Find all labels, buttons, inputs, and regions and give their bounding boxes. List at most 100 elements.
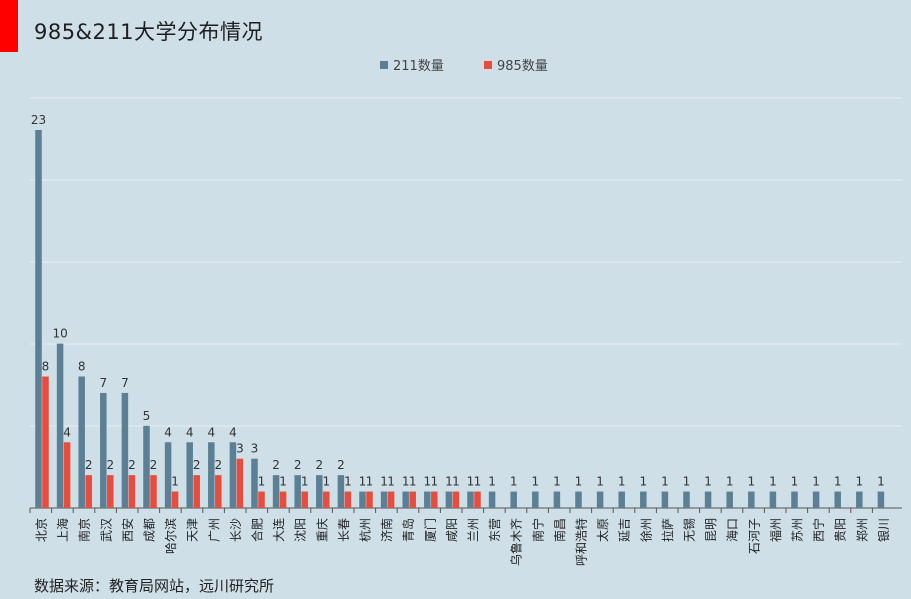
bar-211 xyxy=(337,475,345,508)
x-tick-label: 南宁 xyxy=(530,518,545,542)
data-label-985: 2 xyxy=(85,458,93,472)
data-label-211: 4 xyxy=(229,425,237,439)
bar-211 xyxy=(445,491,453,508)
bar-211 xyxy=(402,491,409,508)
data-label-211: 1 xyxy=(467,475,475,489)
bar-211 xyxy=(488,491,496,508)
bar-985 xyxy=(85,475,92,508)
x-tick-label: 重庆 xyxy=(315,518,329,542)
bar-211 xyxy=(229,442,237,508)
data-label-211: 3 xyxy=(251,442,259,456)
data-label-211: 1 xyxy=(618,475,626,489)
data-label-211: 1 xyxy=(510,475,518,489)
x-tick-label: 南昌 xyxy=(552,518,567,542)
data-label-211: 7 xyxy=(121,376,129,390)
data-label-985: 1 xyxy=(322,475,330,489)
x-tick-label: 郑州 xyxy=(854,518,869,542)
data-label-211: 1 xyxy=(575,475,583,489)
legend-item-211: 211数量 xyxy=(380,55,444,74)
data-label-211: 1 xyxy=(769,475,777,489)
x-tick-label: 武汉 xyxy=(99,518,113,542)
bar-985 xyxy=(236,458,244,508)
data-label-985: 1 xyxy=(430,475,438,489)
data-label-985: 2 xyxy=(214,458,222,472)
bar-211 xyxy=(424,491,431,508)
bar-211 xyxy=(467,491,474,508)
data-label-985: 2 xyxy=(193,458,201,472)
x-tick-label: 成都 xyxy=(143,518,157,542)
x-tick-label: 北京 xyxy=(35,518,49,542)
bar-211 xyxy=(640,491,647,508)
data-label-211: 10 xyxy=(52,327,67,341)
bar-211 xyxy=(726,491,733,508)
bar-211 xyxy=(100,392,107,508)
x-tick-label: 青岛 xyxy=(401,518,416,542)
x-tick-label: 济南 xyxy=(379,518,394,542)
bar-211 xyxy=(812,491,820,508)
data-label-211: 4 xyxy=(164,425,172,439)
legend-swatch-211 xyxy=(380,60,388,69)
bar-985 xyxy=(42,376,49,508)
bar-985 xyxy=(387,491,395,508)
bar-985 xyxy=(171,491,179,508)
bar-211 xyxy=(186,442,193,508)
bar-985 xyxy=(193,475,200,508)
bar-985 xyxy=(301,491,308,508)
x-tick-label: 哈尔滨 xyxy=(163,518,178,554)
bar-985 xyxy=(128,475,136,508)
data-label-211: 1 xyxy=(877,475,885,489)
bar-985 xyxy=(279,491,287,508)
x-tick-label: 长沙 xyxy=(229,518,243,542)
legend-label-211: 211数量 xyxy=(393,59,444,74)
bar-985 xyxy=(474,491,481,508)
x-tick-label: 呼和浩特 xyxy=(574,518,589,566)
x-tick-label: 延吉 xyxy=(618,518,632,542)
bar-211 xyxy=(748,491,755,508)
data-label-211: 2 xyxy=(294,458,302,472)
data-label-211: 1 xyxy=(445,475,453,489)
data-label-985: 2 xyxy=(150,458,158,472)
bar-211 xyxy=(575,491,582,508)
data-label-985: 2 xyxy=(106,458,114,472)
bar-211 xyxy=(251,458,258,508)
bar-211 xyxy=(510,491,517,508)
bar-985 xyxy=(107,475,114,508)
data-label-211: 5 xyxy=(143,409,151,423)
data-label-211: 1 xyxy=(747,475,755,489)
bar-211 xyxy=(294,475,301,508)
x-tick-label: 福州 xyxy=(768,518,783,542)
x-tick-label: 贵阳 xyxy=(834,518,848,542)
data-label-985: 2 xyxy=(128,458,136,472)
data-label-985: 1 xyxy=(474,475,482,489)
bar-211 xyxy=(877,491,885,508)
data-label-211: 1 xyxy=(726,475,734,489)
x-tick-label: 苏州 xyxy=(791,518,805,542)
data-label-211: 8 xyxy=(78,360,86,374)
x-tick-label: 合肥 xyxy=(250,518,265,542)
data-label-211: 1 xyxy=(596,475,604,489)
x-tick-label: 石河子 xyxy=(747,518,761,554)
data-label-211: 1 xyxy=(661,475,669,489)
bar-985 xyxy=(215,475,222,508)
data-label-985: 8 xyxy=(42,360,50,374)
data-label-211: 2 xyxy=(337,458,345,472)
bar-211 xyxy=(143,425,150,508)
bar-211 xyxy=(208,442,215,508)
x-tick-label: 天津 xyxy=(186,518,200,542)
data-label-211: 1 xyxy=(704,475,712,489)
bar-211 xyxy=(769,491,777,508)
data-label-211: 1 xyxy=(423,475,431,489)
x-tick-label: 昆明 xyxy=(704,518,718,542)
data-label-211: 4 xyxy=(186,425,194,439)
accent-bar xyxy=(0,0,18,52)
data-label-985: 1 xyxy=(409,475,417,489)
x-tick-label: 沈阳 xyxy=(293,518,308,542)
bar-985 xyxy=(63,442,71,508)
x-tick-label: 南京 xyxy=(77,518,92,542)
bar-211 xyxy=(683,491,690,508)
bar-985 xyxy=(452,491,460,508)
x-tick-label: 海口 xyxy=(725,518,740,542)
data-label-211: 4 xyxy=(207,425,215,439)
bar-985 xyxy=(344,491,352,508)
data-label-211: 1 xyxy=(359,475,367,489)
